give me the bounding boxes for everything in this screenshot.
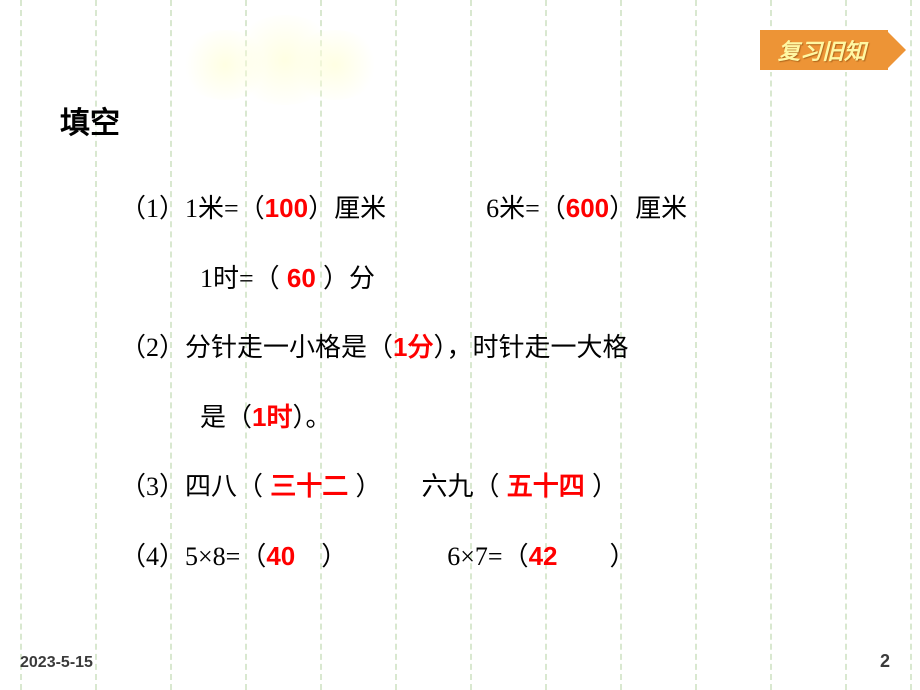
q4a-answer: 40 bbox=[266, 541, 295, 571]
q2b-answer: 1时 bbox=[252, 402, 292, 432]
q2a-answer: 1分 bbox=[393, 332, 433, 362]
q1a-answer: 100 bbox=[265, 193, 308, 223]
footer-date: 2023-5-15 bbox=[20, 654, 93, 672]
q1a-pre: （1）1米=（ bbox=[120, 194, 265, 223]
q4b-pad bbox=[558, 542, 610, 571]
question-1-line2: 1时=（ 60 ）分 bbox=[200, 258, 860, 300]
q4a-pre: （4）5×8=（ bbox=[120, 542, 266, 571]
question-1-line1: （1）1米=（100）厘米6米=（600）厘米 bbox=[120, 188, 860, 230]
q4b-post: ） bbox=[610, 542, 636, 571]
question-2-line1: （2）分针走一小格是（1分），时针走一大格 bbox=[120, 327, 860, 369]
q1a-post: ）厘米 bbox=[308, 194, 386, 223]
q3a-post: ） bbox=[355, 472, 381, 501]
q1b-answer: 600 bbox=[566, 193, 609, 223]
review-badge: 复习旧知 bbox=[758, 28, 890, 72]
footer-page-number: 2 bbox=[880, 651, 890, 672]
q1c-post: ）分 bbox=[323, 264, 375, 293]
q3a-answer: 三十二 bbox=[263, 471, 355, 501]
q4b-pre: 6×7=（ bbox=[447, 542, 528, 571]
question-4: （4）5×8=（40 ） 6×7=（42 ） bbox=[120, 536, 860, 578]
q1c-answer: 60 bbox=[280, 263, 323, 293]
section-title: 填空 bbox=[60, 100, 860, 148]
question-2-line2: 是（1时）。 bbox=[200, 397, 860, 439]
q2b-post: ）。 bbox=[292, 403, 331, 432]
q3a-pre: （3）四八（ bbox=[120, 472, 263, 501]
q1b-pre: 6米=（ bbox=[486, 194, 566, 223]
q4a-pad bbox=[295, 542, 321, 571]
q3b-pre: 六九（ bbox=[421, 472, 499, 501]
q1c-pre: 1时=（ bbox=[200, 264, 280, 293]
question-3: （3）四八（ 三十二 ） 六九（ 五十四 ） bbox=[120, 466, 860, 508]
q3b-answer: 五十四 bbox=[500, 471, 592, 501]
badge-text: 复习旧知 bbox=[778, 39, 866, 64]
q1b-post: ）厘米 bbox=[609, 194, 687, 223]
q4b-answer: 42 bbox=[529, 541, 558, 571]
cloud-decoration bbox=[180, 20, 380, 100]
q3b-post: ） bbox=[592, 472, 618, 501]
q2a-pre: （2）分针走一小格是（ bbox=[120, 333, 393, 362]
q2b-pre: 是（ bbox=[200, 403, 252, 432]
slide-content: 填空 （1）1米=（100）厘米6米=（600）厘米 1时=（ 60 ）分 （2… bbox=[60, 100, 860, 606]
q2a-post: ），时针走一大格 bbox=[433, 333, 628, 362]
q4a-post: ） bbox=[321, 542, 347, 571]
